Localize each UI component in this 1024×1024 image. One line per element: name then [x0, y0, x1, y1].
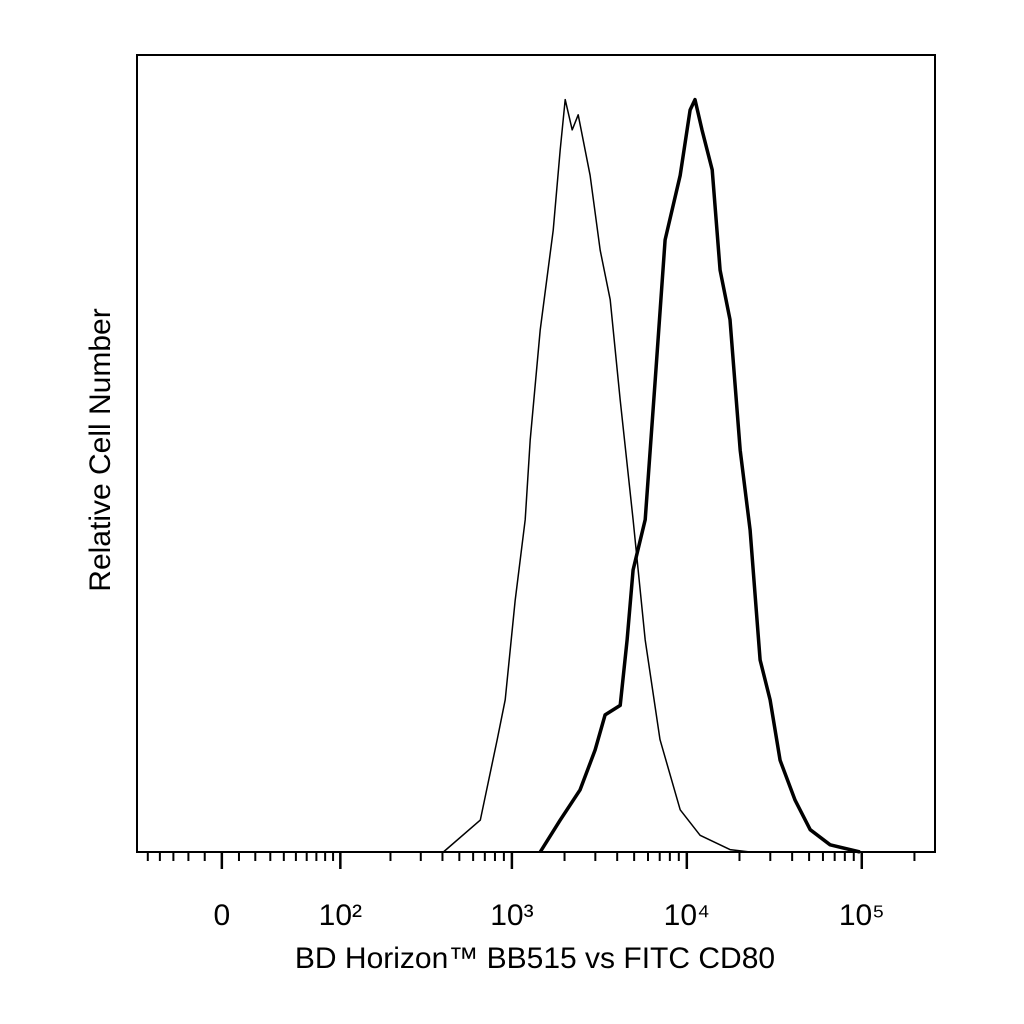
x-tick-label: 10² — [319, 899, 362, 932]
x-axis-label: BD Horizon™ BB515 vs FITC CD80 — [295, 942, 775, 975]
x-tick-label: 10⁴ — [664, 899, 710, 932]
plot-frame — [136, 54, 936, 853]
y-axis-label: Relative Cell Number — [84, 308, 117, 591]
x-tick-label: 10⁵ — [839, 899, 885, 932]
x-tick-label: 10³ — [490, 899, 533, 932]
x-tick-label: 0 — [214, 899, 231, 932]
histogram-line — [538, 97, 861, 854]
histogram-line — [442, 98, 751, 853]
